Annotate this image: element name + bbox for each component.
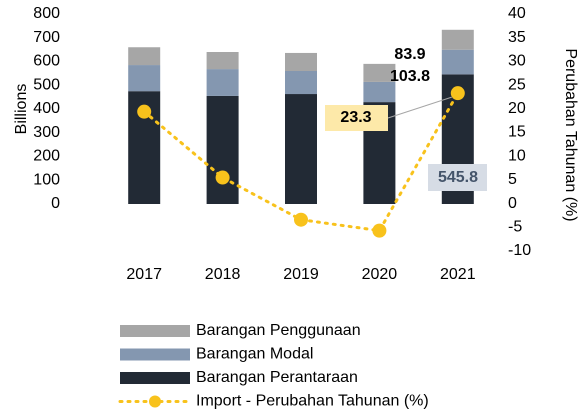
x-tick-label: 2020 [362,266,398,283]
bar-segment [441,29,474,50]
bar-segment [363,81,396,103]
bar-segment [285,52,317,71]
data-label: 545.8 [438,169,478,186]
legend-label: Barangan Perantaraan [196,369,358,386]
legend-marker [149,395,161,408]
y-tick-label: 500 [33,76,60,93]
x-tick-label: 2018 [205,266,241,283]
y-tick-label: 800 [33,5,60,22]
line-marker [372,223,387,238]
y-tick-label: 200 [33,148,60,165]
leader-line [387,96,452,119]
y2-axis-label: Perubahan Tahunan (%) [562,48,579,221]
bar-segment [206,69,239,96]
y2-tick-label: 30 [508,53,526,70]
y2-tick-label: 35 [508,29,526,46]
x-tick-label: 2019 [283,266,319,283]
y2-tick-label: 40 [508,5,526,22]
bar-segment [206,95,239,204]
data-label: 23.3 [340,109,371,126]
y-tick-label: 0 [51,195,60,212]
bar-segment [441,49,474,75]
y2-tick-label: 20 [508,100,526,117]
legend-swatch [120,372,190,384]
legend-label: Barangan Penggunaan [196,322,361,339]
bar-segment [128,47,161,66]
line-marker [450,86,465,101]
bar-segment [285,71,317,95]
y2-tick-label: 15 [508,124,526,141]
y-tick-label: 100 [33,171,60,188]
y-tick-label: 700 [33,29,60,46]
legend-swatch [120,325,190,337]
bar-segment [285,94,317,204]
y2-tick-label: -10 [508,242,531,259]
legend-swatch [120,348,190,361]
y2-tick-label: 10 [508,147,526,164]
bar-segment [206,52,239,70]
legend-label: Import - Perubahan Tahunan (%) [196,393,429,410]
bar-segment [128,65,161,92]
y-tick-label: 300 [33,124,60,141]
y2-tick-label: 0 [508,195,517,212]
legend-label: Barangan Modal [196,346,313,363]
y-tick-label: 600 [33,53,60,70]
label-box [325,105,388,131]
y-tick-label: 400 [33,100,60,117]
x-tick-label: 2021 [440,266,476,283]
data-label: 103.8 [390,68,430,85]
line-marker [294,212,308,227]
line-marker [137,104,152,119]
label-box [428,164,487,191]
data-label: 83.9 [394,46,425,63]
y-axis-label: Billions [13,84,30,135]
x-tick-label: 2017 [126,266,162,283]
bar-segment [363,63,396,82]
y2-tick-label: 5 [508,171,517,188]
y2-tick-label: 25 [508,76,526,93]
y2-tick-label: -5 [508,219,522,236]
line-marker [215,170,230,185]
